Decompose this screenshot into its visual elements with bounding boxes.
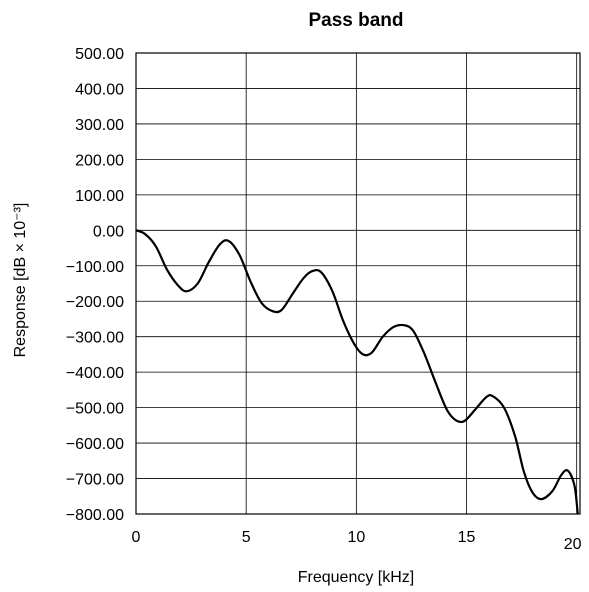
y-tick-label: 300.00: [75, 117, 124, 134]
y-tick-label: −800.00: [66, 507, 124, 524]
y-tick-label: −600.00: [66, 436, 124, 453]
y-tick-label: −400.00: [66, 365, 124, 382]
y-tick-label: −700.00: [66, 472, 124, 489]
x-tick-label: 10: [347, 529, 365, 546]
x-tick-label: 20: [564, 536, 582, 553]
plot-frame: [135, 52, 581, 515]
y-tick-label: 0.00: [93, 223, 124, 240]
grid-lines: [135, 52, 580, 515]
y-tick-label: 200.00: [75, 152, 124, 169]
x-tick-label: 15: [458, 529, 476, 546]
y-tick-label: −300.00: [66, 330, 124, 347]
y-tick-label: 500.00: [75, 46, 124, 63]
x-axis-label: Frequency [kHz]: [298, 569, 414, 586]
x-tick-label: 5: [242, 529, 251, 546]
response-curve: [135, 229, 579, 515]
y-axis-ticks: 500.00 400.00 300.00 200.00 100.00 0.00 −100.0…: [66, 46, 124, 524]
y-tick-label: 400.00: [75, 81, 124, 98]
chart-title: Pass band: [308, 10, 403, 31]
y-tick-label: −500.00: [66, 401, 124, 418]
y-tick-label: −100.00: [66, 259, 124, 276]
y-axis-label: Response [dB × 10⁻³]: [12, 203, 29, 358]
x-tick-label: 0: [132, 529, 141, 546]
y-tick-label: −200.00: [66, 294, 124, 311]
y-tick-label: 100.00: [75, 188, 124, 205]
x-axis-ticks: 0 5 10 15 20: [132, 529, 582, 553]
